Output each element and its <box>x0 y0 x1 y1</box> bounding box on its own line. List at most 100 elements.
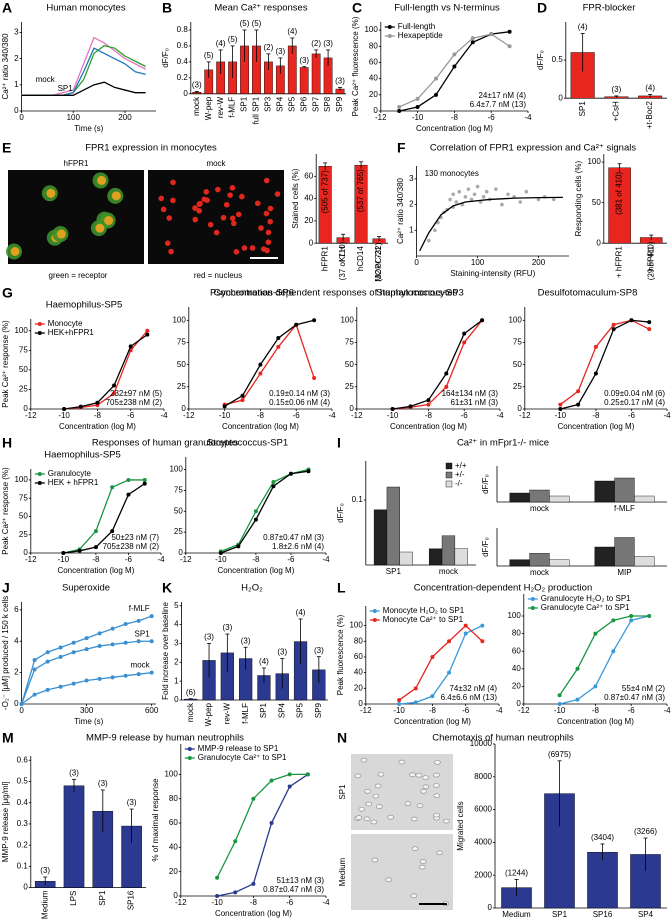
x-tick-label: SP1 <box>552 910 568 919</box>
y-tick-label: 6000 <box>474 805 492 814</box>
x-tick-label: -10 <box>387 411 399 420</box>
x-tick-label: rev-W <box>216 96 225 118</box>
nucleus <box>95 223 105 233</box>
point <box>112 391 117 396</box>
x-tick-label: -10 <box>58 555 70 564</box>
point <box>593 371 598 376</box>
point <box>287 784 292 789</box>
y-tick-label: 60 <box>169 818 178 827</box>
x-tick-label: SP7 <box>311 96 320 112</box>
x-tick-label: -12 <box>180 555 192 564</box>
nucleus <box>263 177 270 184</box>
x-tick-label: SP6 <box>299 96 308 112</box>
x-tick-label: 0 <box>414 258 419 267</box>
annotation: 0.87±0.47 nM (3) <box>263 533 324 542</box>
bar <box>587 851 618 909</box>
cell <box>433 812 440 818</box>
y-tick-label: 0 <box>23 883 28 892</box>
chart-title: Full-length vs N-terminus <box>394 3 500 14</box>
x-axis-label: Concentration (log M) <box>416 124 493 133</box>
y-tick-label: 0 <box>349 404 354 413</box>
annotation: 0.19±0.14 nM (3) <box>269 389 330 398</box>
x-tick-label: -4 <box>524 113 532 122</box>
x-tick-label: SP8 <box>323 96 332 112</box>
bar-label: (5) <box>204 51 214 60</box>
chart-title: Staphylococcus-SP3 <box>376 288 464 299</box>
y-axis-label: Ca²⁺ ratio 340/380 <box>1 33 10 100</box>
legend-label: Granulocyte <box>48 469 92 478</box>
cell <box>410 893 418 899</box>
point <box>71 650 76 655</box>
point <box>45 650 50 655</box>
y-tick-label: 0 <box>23 404 28 413</box>
legend-label: Monocyte H₂O₂ to SP1 <box>383 606 465 615</box>
x-tick-label: -8 <box>451 113 459 122</box>
point <box>32 692 37 697</box>
y-axis-label: Peak Ca²⁺ fluorescence (%) <box>351 16 360 116</box>
cell <box>433 793 441 799</box>
legend-label: -/- <box>455 479 463 488</box>
x-tick-label: + hFPR1 <box>615 246 624 278</box>
y-tick-label: 25 <box>177 382 186 391</box>
point <box>45 659 50 664</box>
y-tick-label: 0 <box>178 548 183 557</box>
bar-label: (537 of 765) <box>356 169 365 212</box>
point <box>84 647 89 652</box>
point <box>95 400 100 405</box>
cell <box>371 857 379 863</box>
y-tick-label: 2 <box>14 668 19 677</box>
series-label: f-MLF <box>129 604 150 613</box>
y-tick-label: 0.5 <box>17 777 29 786</box>
point <box>97 631 102 636</box>
point <box>629 618 634 623</box>
panel-label: hFPR1 <box>64 159 89 168</box>
point <box>61 551 66 555</box>
y-tick-label: 2000 <box>474 870 492 879</box>
y-tick-label: 25 <box>174 527 183 536</box>
x-tick-label: 100 <box>67 113 81 122</box>
legend-label: Granulocyte Ca²⁺ to SP1 <box>198 753 287 762</box>
annotation: 51±13 nM (3) <box>276 876 324 885</box>
y-tick-label: 1 <box>14 80 19 89</box>
annotation: 164±134 nM (3) <box>442 389 499 398</box>
series-line <box>419 196 563 252</box>
nucleus <box>233 248 240 255</box>
x-tick-label: SP4 <box>638 910 654 919</box>
point <box>110 642 115 647</box>
y-tick-label: 0 <box>14 106 19 115</box>
x-tick-label: -6 <box>287 555 295 564</box>
cell <box>434 760 441 765</box>
bar-label: (3) <box>241 636 251 645</box>
panel-letter: A <box>2 0 12 16</box>
y-tick-label: 40 <box>304 194 313 203</box>
cell <box>387 814 394 820</box>
x-tick-label: f-MLF <box>241 703 250 724</box>
bar-label: (3) <box>335 77 345 86</box>
bar-label: (4) <box>296 608 306 617</box>
point <box>452 64 457 69</box>
y-axis-label: dF/F₀ <box>536 50 545 70</box>
x-tick-label: -10 <box>412 113 424 122</box>
x-axis-label: Concentration (log M) <box>222 422 299 431</box>
legend-label: HEK + hFPR1 <box>48 478 99 487</box>
chart-title: FPR1 expression in monocytes <box>85 143 217 154</box>
chart-title: Psychromonas-SP6 <box>210 288 294 299</box>
y-tick-label: 0 <box>14 699 19 708</box>
point <box>276 336 281 341</box>
x-tick-label: hFPR1 <box>320 246 329 271</box>
cell <box>443 818 450 824</box>
y-tick-label: 0.1 <box>17 861 29 870</box>
y-tick-label: 0 <box>174 695 179 704</box>
cell <box>409 772 416 778</box>
legend-swatch <box>445 471 453 479</box>
x-tick-label: -6 <box>293 411 301 420</box>
point <box>112 383 117 388</box>
x-tick-label: -8 <box>257 411 265 420</box>
nucleus <box>231 220 237 227</box>
cell <box>360 757 368 763</box>
y-axis-label: dF/F₀ <box>481 474 490 494</box>
point <box>276 344 281 349</box>
panel-label: mock <box>206 159 226 168</box>
x-tick-label: SP3 <box>264 96 273 112</box>
legend-label: +/- <box>455 470 465 479</box>
